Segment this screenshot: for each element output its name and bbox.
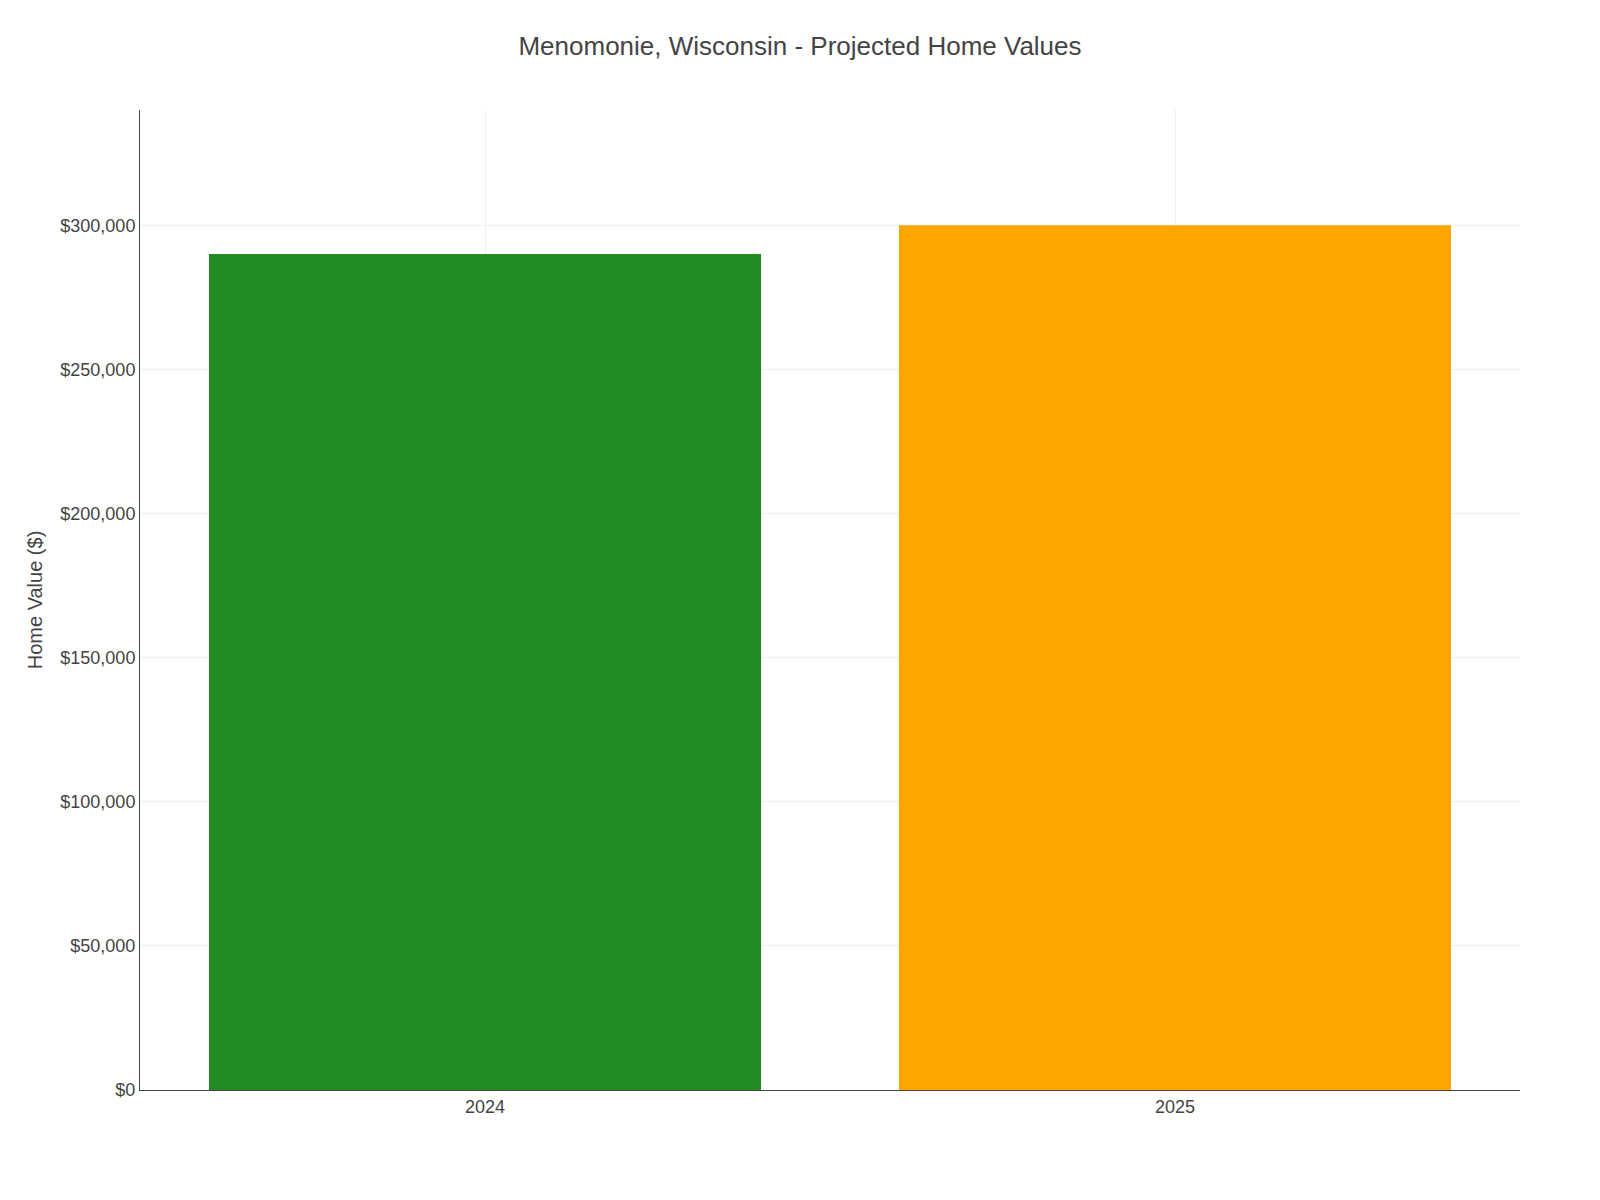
svg-text:$250,000: $250,000 <box>60 360 135 380</box>
svg-text:$0: $0 <box>115 1080 135 1100</box>
svg-text:Home Value ($): Home Value ($) <box>24 531 46 670</box>
svg-text:$150,000: $150,000 <box>60 648 135 668</box>
svg-text:2024: 2024 <box>465 1097 505 1117</box>
svg-text:$200,000: $200,000 <box>60 504 135 524</box>
svg-text:$300,000: $300,000 <box>60 216 135 236</box>
svg-text:$100,000: $100,000 <box>60 792 135 812</box>
svg-text:$50,000: $50,000 <box>70 936 135 956</box>
svg-text:Menomonie, Wisconsin - Project: Menomonie, Wisconsin - Projected Home Va… <box>518 31 1081 61</box>
svg-text:2025: 2025 <box>1155 1097 1195 1117</box>
